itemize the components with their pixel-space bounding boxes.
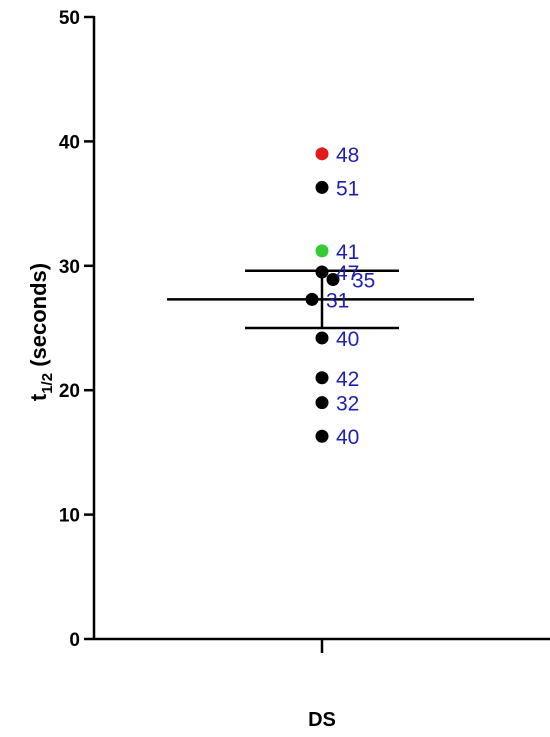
data-point-label: 40 bbox=[336, 328, 359, 351]
y-axis-title: t1/2 (seconds) bbox=[26, 263, 56, 401]
y-axis: 0 10 20 30 40 50 bbox=[59, 8, 96, 651]
data-point bbox=[315, 265, 329, 279]
data-point bbox=[305, 292, 319, 306]
data-point-label: 31 bbox=[326, 289, 349, 312]
x-axis bbox=[94, 637, 550, 653]
data-point bbox=[315, 396, 329, 410]
data-point-label: 47 bbox=[336, 262, 359, 285]
y-tick-label: 40 bbox=[59, 132, 80, 153]
data-point bbox=[315, 147, 329, 161]
data-point-label: 32 bbox=[336, 393, 359, 416]
data-point-label: 41 bbox=[336, 241, 359, 264]
data-point bbox=[315, 331, 329, 345]
y-tick-label: 20 bbox=[59, 381, 80, 402]
data-point-label: 48 bbox=[336, 144, 359, 167]
data-point-label: 51 bbox=[336, 177, 359, 200]
data-point bbox=[315, 180, 329, 194]
y-tick-label: 0 bbox=[69, 630, 80, 651]
data-points bbox=[305, 147, 340, 443]
data-point bbox=[315, 429, 329, 443]
y-tick-label: 30 bbox=[59, 257, 80, 278]
y-tick-label: 10 bbox=[59, 506, 80, 527]
data-point-label: 35 bbox=[352, 269, 375, 292]
data-point-label: 42 bbox=[336, 368, 359, 391]
data-point bbox=[315, 244, 329, 258]
data-point bbox=[315, 371, 329, 385]
data-point-label: 40 bbox=[336, 426, 359, 449]
y-tick-label: 50 bbox=[59, 8, 80, 29]
x-category-label: DS bbox=[308, 709, 336, 731]
data-point bbox=[326, 272, 340, 286]
mean-sem-bars bbox=[167, 269, 474, 330]
